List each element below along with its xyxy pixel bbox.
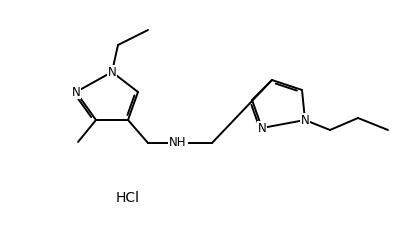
Text: N: N <box>258 121 266 134</box>
Text: NH: NH <box>169 137 187 149</box>
Text: N: N <box>72 86 81 98</box>
Text: N: N <box>108 66 116 78</box>
Text: HCl: HCl <box>116 191 140 205</box>
Text: N: N <box>300 114 309 126</box>
